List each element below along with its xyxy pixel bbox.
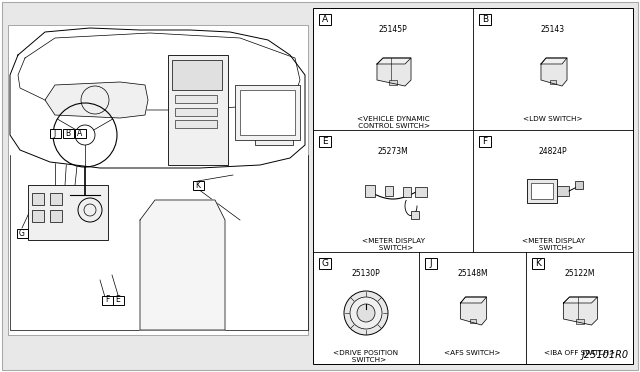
Polygon shape — [563, 297, 598, 325]
Bar — [527, 179, 557, 203]
Bar — [425, 258, 437, 269]
Bar — [557, 186, 569, 196]
Text: 25143: 25143 — [541, 26, 565, 35]
Bar — [32, 210, 44, 222]
Bar — [175, 108, 217, 116]
Polygon shape — [541, 58, 567, 64]
Bar — [240, 90, 295, 135]
Bar — [313, 8, 633, 364]
Bar — [175, 95, 217, 103]
Polygon shape — [377, 58, 411, 64]
Polygon shape — [377, 58, 411, 86]
Text: 25145P: 25145P — [379, 26, 408, 35]
Text: A: A — [77, 128, 83, 138]
Text: 25273M: 25273M — [378, 148, 408, 157]
Text: J25101R0: J25101R0 — [582, 350, 629, 360]
Bar — [532, 258, 544, 269]
Bar — [28, 185, 108, 240]
Bar — [415, 187, 427, 197]
Bar — [575, 181, 583, 189]
Text: <LDW SWITCH>: <LDW SWITCH> — [523, 116, 583, 122]
Bar — [49, 128, 61, 138]
Text: <IBA OFF SWITCH>: <IBA OFF SWITCH> — [544, 350, 615, 356]
Text: 25130P: 25130P — [351, 269, 380, 279]
Bar — [319, 258, 331, 269]
Bar — [113, 295, 124, 305]
Bar — [168, 55, 228, 165]
Bar — [575, 319, 584, 324]
Bar — [319, 136, 331, 147]
Text: E: E — [322, 137, 328, 146]
Text: K: K — [535, 259, 541, 268]
Circle shape — [357, 304, 375, 322]
Bar — [365, 185, 375, 197]
Text: G: G — [19, 228, 25, 237]
Text: E: E — [116, 295, 120, 305]
Bar — [193, 180, 204, 189]
Text: <METER DISPLAY
   SWITCH>: <METER DISPLAY SWITCH> — [522, 238, 584, 251]
Text: 25122M: 25122M — [564, 269, 595, 279]
Bar — [8, 25, 308, 335]
Bar — [470, 319, 476, 323]
Polygon shape — [140, 200, 225, 330]
Polygon shape — [45, 82, 148, 118]
Bar — [175, 120, 217, 128]
Bar — [389, 80, 397, 85]
Bar — [63, 128, 74, 138]
Polygon shape — [461, 297, 486, 325]
Text: A: A — [322, 15, 328, 24]
Bar — [531, 183, 553, 199]
Bar — [74, 128, 86, 138]
Circle shape — [350, 297, 382, 329]
Bar — [50, 193, 62, 205]
Text: J: J — [429, 259, 432, 268]
Bar — [385, 186, 393, 196]
Text: <VEHICLE DYNAMIC
 CONTROL SWITCH>: <VEHICLE DYNAMIC CONTROL SWITCH> — [356, 116, 430, 129]
Text: <METER DISPLAY
   SWITCH>: <METER DISPLAY SWITCH> — [362, 238, 424, 251]
Circle shape — [344, 291, 388, 335]
Text: J: J — [54, 128, 56, 138]
Bar — [550, 80, 556, 84]
Polygon shape — [541, 58, 567, 86]
Text: B: B — [65, 128, 70, 138]
Bar — [172, 60, 222, 90]
Text: 25148M: 25148M — [457, 269, 488, 279]
Bar — [50, 210, 62, 222]
Bar — [479, 136, 491, 147]
Text: K: K — [195, 180, 200, 189]
Text: <DRIVE POSITION
   SWITCH>: <DRIVE POSITION SWITCH> — [333, 350, 399, 363]
Text: F: F — [105, 295, 109, 305]
Bar — [235, 85, 300, 140]
Bar — [255, 115, 293, 145]
Bar — [479, 14, 491, 25]
Bar — [102, 295, 113, 305]
Polygon shape — [10, 28, 305, 168]
Polygon shape — [563, 297, 598, 303]
Text: G: G — [321, 259, 328, 268]
Bar — [403, 187, 411, 197]
Bar — [411, 211, 419, 219]
Text: <AFS SWITCH>: <AFS SWITCH> — [444, 350, 500, 356]
Bar — [17, 228, 28, 237]
Bar — [319, 14, 331, 25]
Text: B: B — [482, 15, 488, 24]
Text: 24824P: 24824P — [539, 148, 567, 157]
Bar — [32, 193, 44, 205]
Text: F: F — [483, 137, 488, 146]
Polygon shape — [461, 297, 486, 303]
